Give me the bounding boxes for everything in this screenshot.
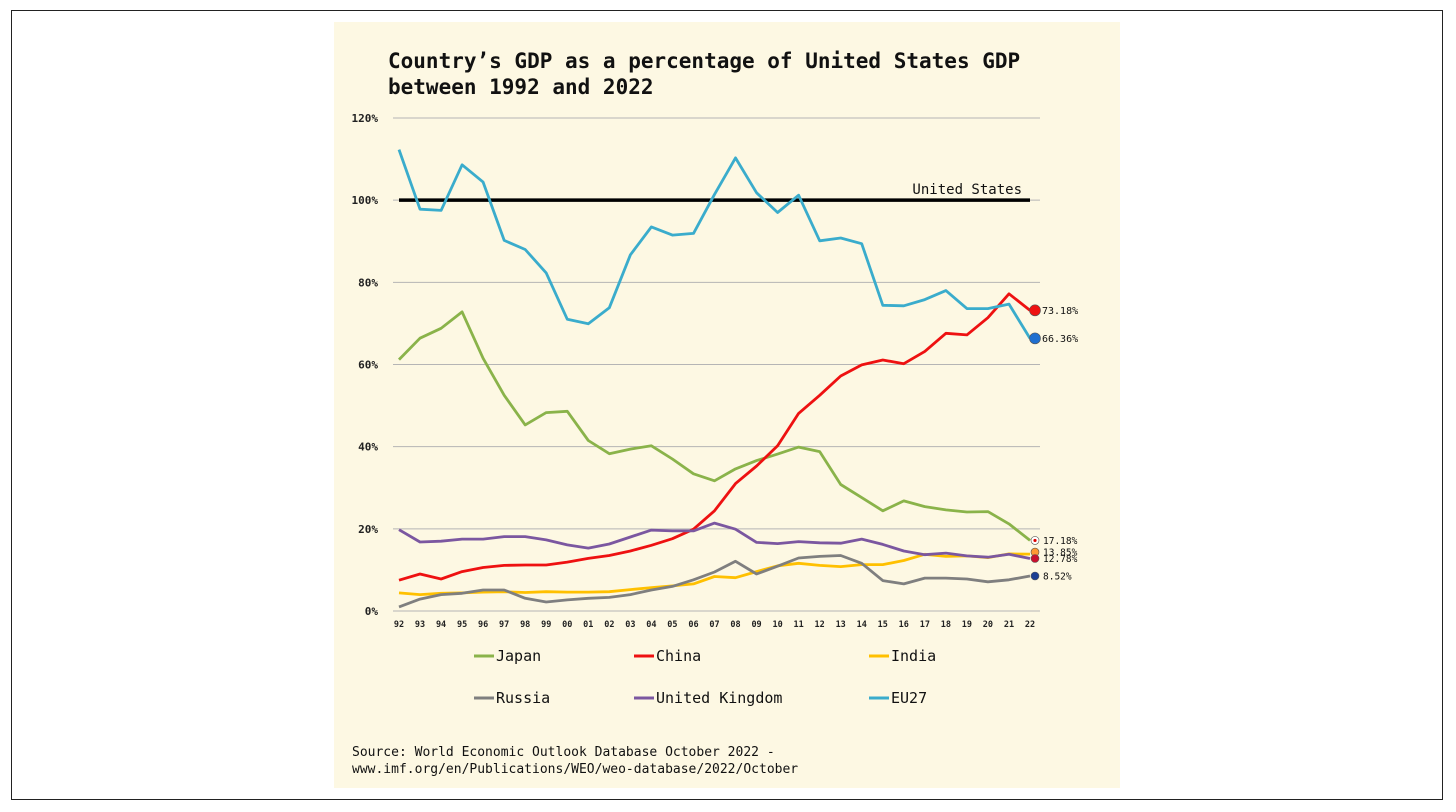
x-tick-label: 21 (1004, 620, 1014, 630)
series-line-japan (398, 310, 1031, 542)
series-line-russia (398, 554, 1031, 609)
series-lines (397, 149, 1032, 609)
x-tick-label: 98 (520, 620, 530, 630)
x-tick-label: 16 (899, 620, 909, 630)
source-line-2: www.imf.org/en/Publications/WEO/weo-data… (352, 762, 799, 777)
legend: Japan China India Russia United Kingdom EU27 (474, 647, 936, 707)
x-tick-label: 12 (815, 620, 825, 630)
end-marker-russia (1030, 571, 1040, 581)
x-tick-label: 02 (604, 620, 614, 630)
end-value-labels: 73.18% 66.36% 17.18%13.85%12.78% 8.52% (1029, 304, 1078, 582)
end-marker-dot (1033, 538, 1037, 543)
y-tick-label: 40% (358, 441, 378, 454)
x-tick-label: 18 (941, 620, 951, 630)
reference-line-group: United States (399, 182, 1030, 202)
x-tick-label: 99 (541, 620, 551, 630)
y-tick-label: 80% (358, 276, 378, 289)
end-value-label-india: 13.85% (1043, 548, 1078, 559)
end-marker-china (1029, 304, 1041, 317)
series-line-china (398, 292, 1031, 582)
chart-title-line-2: between 1992 and 2022 (388, 75, 654, 99)
legend-label-india: India (891, 647, 936, 665)
end-value-label-japan: 17.18% (1043, 536, 1078, 547)
chart-title: Country’s GDP as a percentage of United … (388, 48, 1020, 100)
x-tick-label: 11 (794, 620, 804, 630)
x-tick-label: 95 (457, 620, 467, 630)
source-note: Source: World Economic Outlook Database … (352, 744, 798, 778)
x-tick-label: 19 (962, 620, 972, 630)
chart-panel (334, 22, 1120, 788)
x-tick-label: 03 (625, 620, 635, 630)
end-value-label-china: 73.18% (1042, 306, 1078, 317)
legend-label-united-kingdom: United Kingdom (656, 689, 782, 707)
x-tick-label: 13 (836, 620, 846, 630)
y-tick-label: 100% (352, 194, 379, 207)
x-tick-label: 14 (857, 620, 867, 630)
x-axis-tick-labels: 92 93 94 95 96 97 98 99 00 01 02 03 04 05 06 07 08 09 10 11… (394, 620, 1035, 630)
legend-label-russia: Russia (496, 689, 550, 707)
x-tick-label: 04 (646, 620, 656, 630)
end-value-label-united-kingdom: 12.78% (1043, 554, 1078, 565)
x-tick-label: 06 (688, 620, 698, 630)
end-marker-eu27 (1029, 332, 1041, 345)
y-axis-tick-labels: 0% 20% 40% 60% 80% 100% 120% (352, 112, 379, 618)
x-tick-label: 10 (772, 620, 782, 630)
end-value-label-russia: 8.52% (1043, 571, 1072, 582)
x-tick-label: 97 (499, 620, 509, 630)
y-tick-label: 20% (358, 523, 378, 536)
x-tick-label: 09 (751, 620, 761, 630)
x-tick-label: 05 (667, 620, 677, 630)
x-tick-label: 07 (709, 620, 719, 630)
chart-title-line-1: Country’s GDP as a percentage of United … (388, 49, 1021, 73)
x-tick-label: 96 (478, 620, 488, 630)
legend-label-eu27: EU27 (891, 689, 927, 707)
x-tick-label: 00 (562, 620, 572, 630)
x-tick-label: 93 (415, 620, 425, 630)
y-tick-label: 60% (358, 359, 378, 372)
series-line-india (398, 552, 1031, 596)
series-line-eu27 (397, 149, 1032, 340)
x-tick-label: 08 (730, 620, 740, 630)
x-tick-label: 20 (983, 620, 993, 630)
x-tick-label: 92 (394, 620, 404, 630)
x-tick-label: 01 (583, 620, 593, 630)
legend-label-japan: Japan (496, 647, 541, 665)
us-reference-label: United States (912, 182, 1022, 198)
y-tick-label: 120% (352, 112, 379, 125)
x-tick-label: 15 (878, 620, 888, 630)
y-tick-label: 0% (365, 605, 379, 618)
end-marker-united-kingdom (1030, 554, 1040, 563)
x-tick-label: 17 (920, 620, 930, 630)
legend-label-china: China (656, 647, 701, 665)
series-line-united-kingdom (398, 521, 1031, 560)
end-value-label-eu27: 66.36% (1042, 334, 1078, 345)
x-tick-label: 22 (1025, 620, 1035, 630)
source-line-1: Source: World Economic Outlook Database … (352, 745, 775, 760)
x-tick-label: 94 (436, 620, 446, 630)
